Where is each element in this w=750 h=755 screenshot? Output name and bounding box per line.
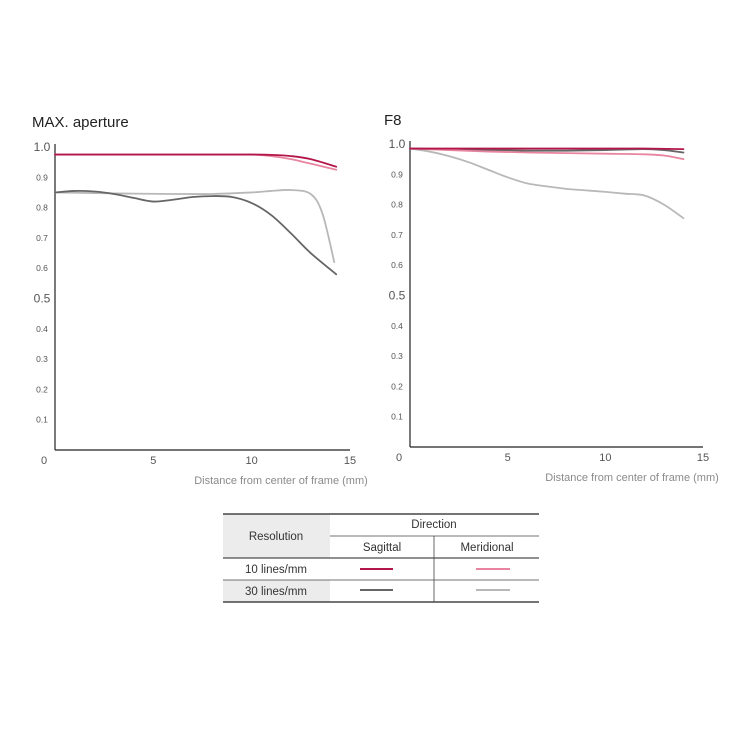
y-tick-label: 0.3 xyxy=(391,351,403,361)
y-tick-label: 0.7 xyxy=(391,230,403,240)
legend-row-label-10: 10 lines/mm xyxy=(245,564,307,576)
y-tick-label: 0.3 xyxy=(36,354,48,364)
y-tick-label: 0.5 xyxy=(389,289,406,303)
x-tick-label: 5 xyxy=(150,455,156,467)
y-tick-label: 0.6 xyxy=(36,263,48,273)
chart-f8: F8 0.1 0.2 0.3 0.4 0.5 0.6 0.7 0.8 0.9 1.0 0 5 10 15 Di… xyxy=(384,112,719,484)
x-tick-label: 15 xyxy=(697,452,709,464)
x-tick-label: 10 xyxy=(599,452,611,464)
x-tick-label: 10 xyxy=(246,455,258,467)
legend-row-label-30: 30 lines/mm xyxy=(245,586,307,598)
series-line-s30 xyxy=(54,189,338,276)
legend-row2-label-bg xyxy=(223,580,330,602)
y-tick-label: 0.8 xyxy=(391,200,403,210)
y-tick-label: 0.1 xyxy=(391,412,403,422)
legend-table: Resolution Direction Sagittal Meridional… xyxy=(223,513,539,603)
chart-title: F8 xyxy=(384,112,402,129)
chart-max-aperture: MAX. aperture 0.1 0.2 0.3 0.4 0.5 0.6 0.7 0.8 0.9… xyxy=(32,114,368,487)
series-line-m30 xyxy=(409,147,685,220)
legend-direction-header: Direction xyxy=(411,519,456,531)
legend-meridional-header: Meridional xyxy=(460,542,513,554)
x-axis-label: Distance from center of frame (mm) xyxy=(545,472,719,484)
y-tick-label: 1.0 xyxy=(34,140,51,154)
x-tick-label: 0 xyxy=(396,452,402,464)
y-tick-label: 0.4 xyxy=(391,321,403,331)
y-tick-label: 1.0 xyxy=(389,137,406,151)
x-tick-label: 5 xyxy=(505,452,511,464)
y-tick-label: 0.8 xyxy=(36,203,48,213)
series-line-s10 xyxy=(409,147,685,151)
y-tick-label: 0.4 xyxy=(36,324,48,334)
y-tick-label: 0.9 xyxy=(36,172,48,182)
chart-title: MAX. aperture xyxy=(32,114,129,131)
x-axis-label: Distance from center of frame (mm) xyxy=(194,475,368,487)
y-tick-label: 0.5 xyxy=(34,292,51,306)
y-tick-label: 0.2 xyxy=(36,384,48,394)
x-tick-label: 15 xyxy=(344,455,356,467)
legend-sagittal-header: Sagittal xyxy=(363,542,401,554)
legend-resolution-header-bg xyxy=(223,514,330,558)
y-tick-label: 0.1 xyxy=(36,415,48,425)
series-line-s10 xyxy=(54,153,338,168)
y-tick-label: 0.6 xyxy=(391,260,403,270)
series-line-m30 xyxy=(54,188,336,264)
legend-resolution-header: Resolution xyxy=(249,531,303,543)
y-tick-label: 0.9 xyxy=(391,169,403,179)
y-tick-label: 0.7 xyxy=(36,233,48,243)
series-line-m10 xyxy=(409,147,685,161)
x-tick-label: 0 xyxy=(41,455,47,467)
y-tick-label: 0.2 xyxy=(391,381,403,391)
